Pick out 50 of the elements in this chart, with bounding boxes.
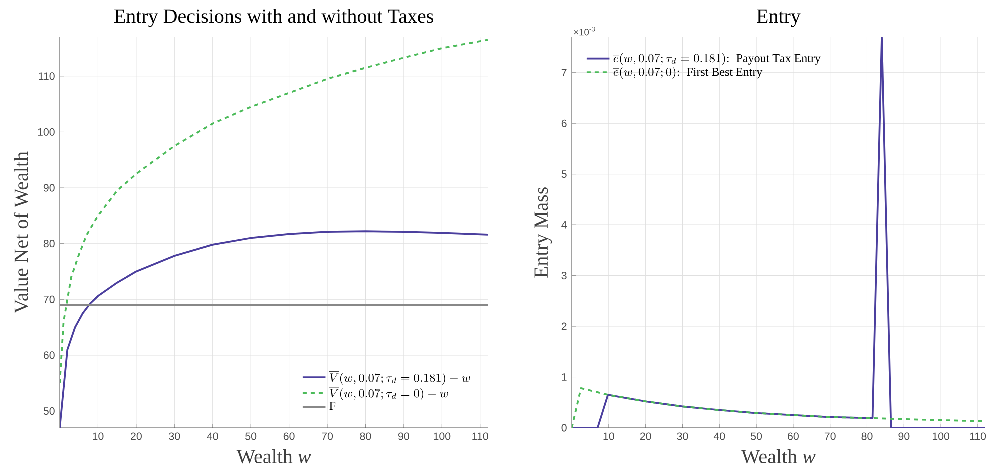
y-tick-label: 60 [44,352,55,360]
x-tick-label: 70 [824,432,836,440]
legend-label: $\overline{e}(w,0.07;0)\mathrm{:\ First\ Best\ Entry}$ [613,66,763,79]
x-tick-label: 50 [246,432,257,440]
y-tick-label: 3 [562,272,567,280]
legend-label: $\overline{e}(w,0.07;\tau_d=0.181)\mathrm{:\ Payout\ Tax\ Entry}$ [613,53,821,66]
x-tick-label: 90 [898,432,910,440]
x-axis-title: Wealth w [236,449,312,464]
y-tick-label: 0 [562,424,567,432]
x-tick-label: 110 [472,432,488,440]
y-tick-label: 1 [562,374,567,381]
chart-title: Entry [757,10,801,28]
x-tick-label: 80 [360,432,372,440]
chart-title: Entry Decisions with and without Taxes [114,9,434,28]
y-tick-label: 110 [39,72,55,80]
y-tick-label: 7 [562,69,567,77]
legend-label: $\overline{V}(w,0.07;\tau_d=0)-w$ [329,387,448,400]
y-tick-label: 50 [44,407,55,416]
x-tick-label: 30 [169,432,180,440]
y-axis-title: Entry Mass [534,188,552,278]
y-tick-label: 90 [44,184,55,192]
x-tick-label: 10 [93,432,104,440]
x-tick-label: 20 [131,432,142,440]
x-tick-label: 110 [970,432,986,440]
x-tick-label: 10 [604,432,614,440]
y-tick-label: 6 [562,120,567,128]
x-tick-label: 90 [398,432,410,440]
x-tick-label: 60 [284,432,295,440]
legend-label: $\mathrm{F}$ [330,402,336,410]
text: ×10$^{-3}$ [574,26,596,36]
x-tick-label: 60 [788,432,799,440]
x-tick-label: 70 [322,432,334,440]
legend-label: $\overline{V}(w,0.07;\tau_d=0.181)-w$ [329,372,470,385]
x-tick-label: 40 [207,432,218,440]
y-tick-label: 80 [44,240,55,248]
y-tick-label: 2 [562,322,567,330]
y-axis-title: Value Net of Wealth [14,152,28,314]
y-tick-label: 70 [44,296,55,304]
y-tick-label: 4 [562,221,567,229]
line-series [572,37,986,428]
x-tick-label: 100 [932,432,950,440]
x-tick-label: 80 [862,432,873,440]
x-tick-label: 50 [751,432,762,440]
y-tick-label: 5 [562,170,567,178]
x-tick-label: 30 [677,432,688,440]
y-tick-label: 100 [38,128,55,136]
x-tick-label: 100 [434,432,451,440]
x-tick-label: 20 [640,432,652,440]
x-tick-label: 40 [714,432,726,440]
x-axis-title: Wealth w [741,449,816,464]
